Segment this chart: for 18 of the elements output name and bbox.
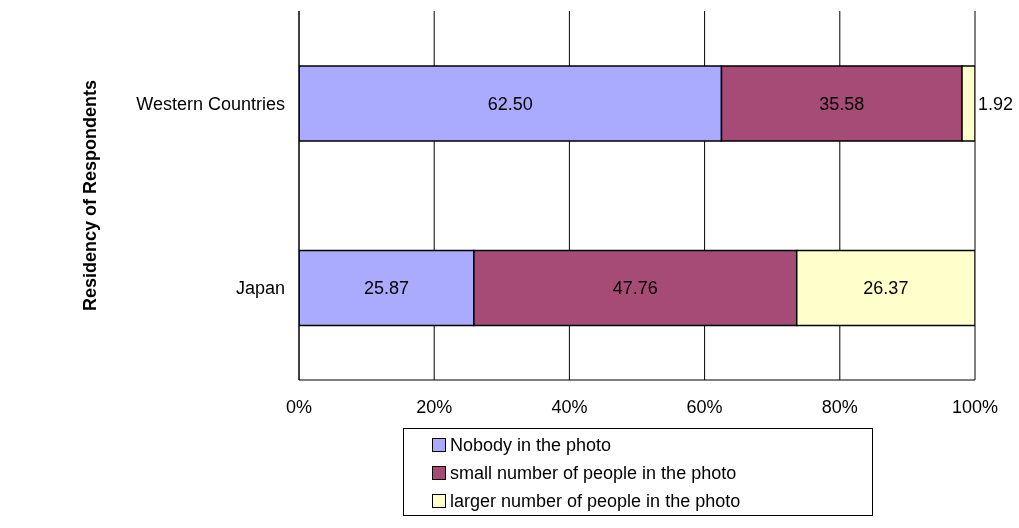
x-tick-label: 20% xyxy=(416,396,453,417)
legend-label: Nobody in the photo xyxy=(450,434,612,456)
x-tick-label: 60% xyxy=(686,396,723,417)
data-label: 47.76 xyxy=(612,278,658,299)
data-label: 62.50 xyxy=(487,93,533,114)
y-tick-label: Japan xyxy=(235,278,285,299)
legend-label: larger number of people in the photo xyxy=(450,490,741,512)
x-tick-label: 0% xyxy=(285,396,313,417)
data-label: 35.58 xyxy=(819,93,865,114)
x-tick-label: 80% xyxy=(821,396,858,417)
data-label: 1.92 xyxy=(978,93,1014,114)
data-label: 26.37 xyxy=(863,278,909,299)
data-label: 25.87 xyxy=(363,278,409,299)
y-axis-title: Residency of Respondents xyxy=(80,79,101,312)
legend-label: small number of people in the photo xyxy=(450,462,737,484)
y-tick-label: Western Countries xyxy=(136,93,285,114)
x-tick-label: 100% xyxy=(951,396,999,417)
x-tick-label: 40% xyxy=(551,396,588,417)
